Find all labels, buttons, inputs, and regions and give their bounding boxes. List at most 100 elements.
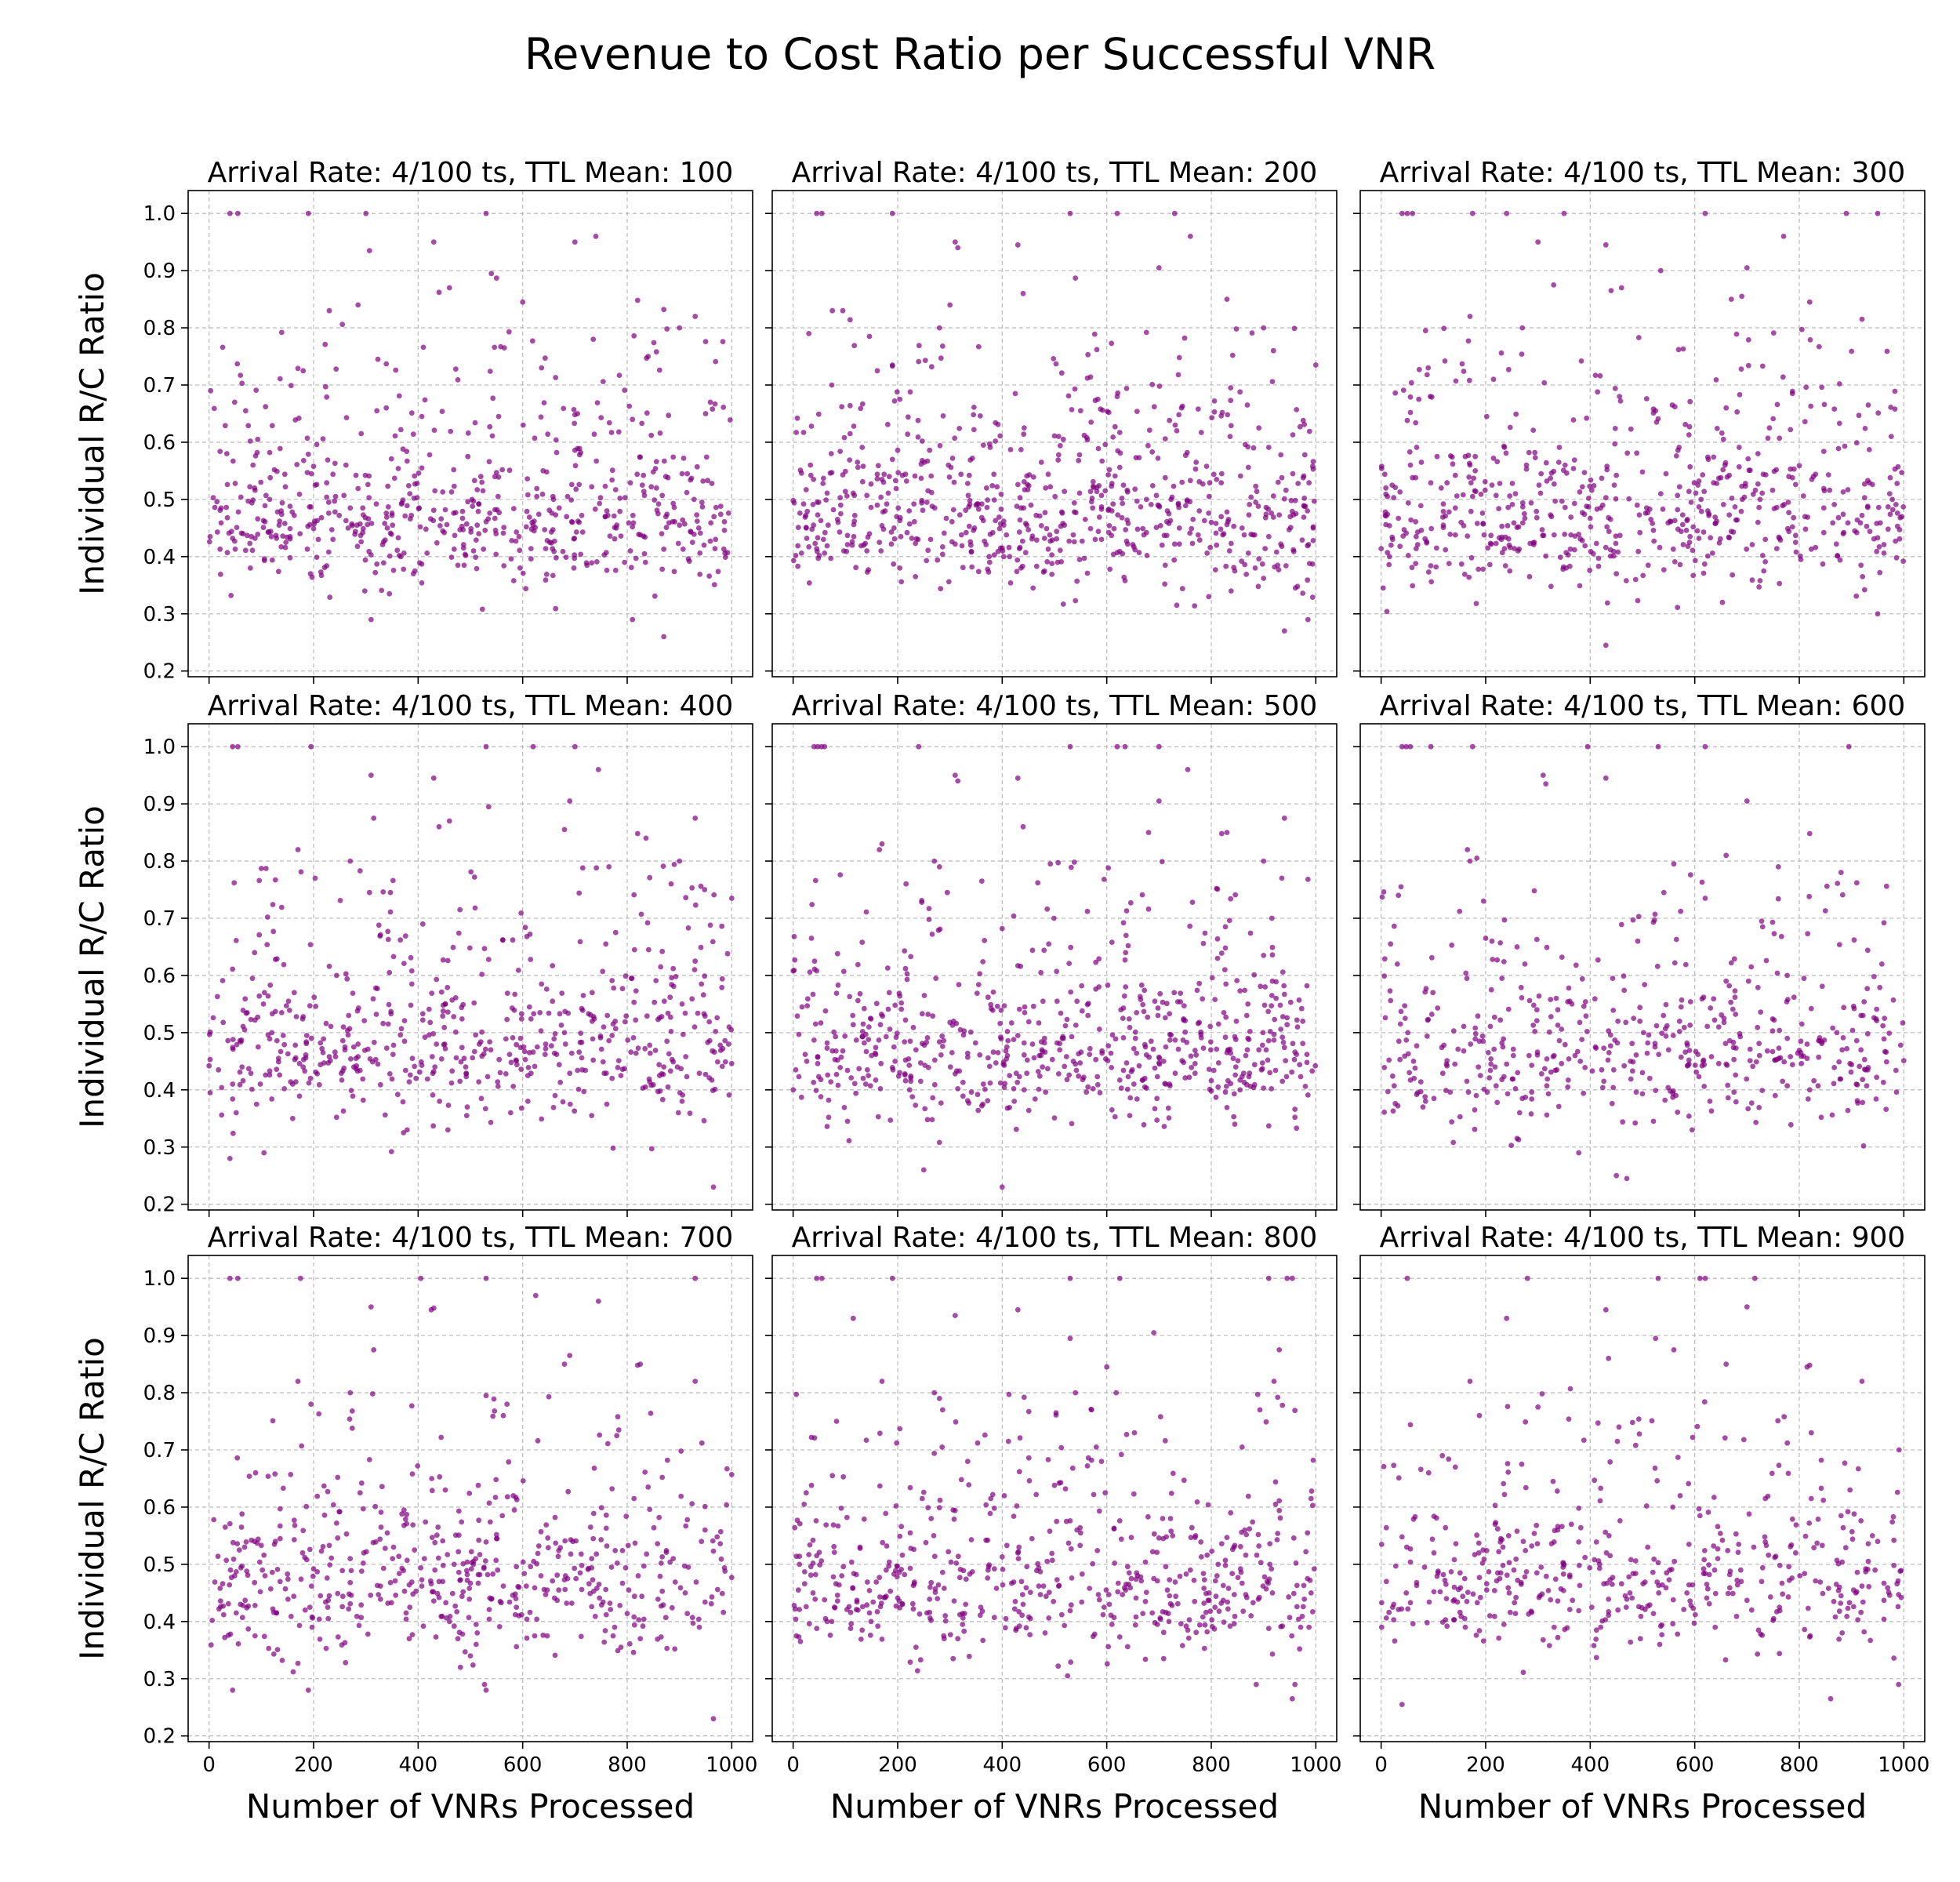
scatter-point	[1083, 1089, 1090, 1095]
scatter-point	[1125, 521, 1131, 526]
scatter-point	[1604, 467, 1610, 473]
scatter-point	[249, 1086, 255, 1092]
scatter-point	[546, 1393, 552, 1400]
scatter-point	[451, 1014, 457, 1019]
scatter-point	[228, 529, 234, 535]
scatter-point	[1079, 1008, 1085, 1014]
scatter-point	[590, 336, 597, 342]
scatter-point	[1589, 1068, 1595, 1074]
scatter-point	[1011, 1099, 1018, 1104]
scatter-point	[279, 500, 285, 506]
scatter-point	[440, 1008, 446, 1014]
scatter-point	[1473, 1092, 1479, 1099]
scatter-point	[250, 462, 256, 468]
scatter-point	[1551, 481, 1557, 487]
scatter-point	[1292, 497, 1298, 503]
scatter-point	[922, 358, 928, 363]
scatter-point	[1035, 1069, 1041, 1074]
scatter-point	[1873, 1096, 1879, 1102]
scatter-point	[1632, 576, 1639, 583]
scatter-point	[379, 1484, 385, 1490]
scatter-point	[894, 1030, 900, 1036]
scatter-point	[1087, 525, 1094, 532]
scatter-point	[1447, 532, 1454, 537]
scatter-point	[855, 997, 861, 1004]
scatter-point	[316, 1616, 322, 1622]
scatter-point	[1077, 1530, 1083, 1536]
scatter-point	[1301, 1597, 1308, 1602]
scatter-point	[540, 468, 546, 474]
scatter-point	[339, 1068, 346, 1074]
scatter-point	[1864, 986, 1871, 992]
scatter-point	[1055, 434, 1062, 439]
scatter-point	[638, 911, 644, 917]
scatter-point	[1731, 956, 1737, 962]
scatter-point	[1422, 1099, 1428, 1104]
scatter-point	[1499, 523, 1505, 529]
scatter-point	[703, 454, 710, 460]
scatter-point	[1504, 1061, 1510, 1067]
scatter-point	[436, 289, 442, 296]
scatter-point	[695, 1010, 701, 1016]
scatter-point	[1087, 489, 1094, 495]
scatter-point	[514, 529, 520, 535]
scatter-point	[1085, 1084, 1091, 1090]
scatter-point	[1726, 534, 1732, 540]
scatter-point	[667, 1014, 673, 1020]
scatter-point	[274, 1567, 281, 1572]
scatter-point	[1301, 496, 1308, 501]
scatter-point	[1621, 987, 1628, 994]
scatter-point	[1650, 406, 1657, 412]
scatter-point	[661, 1064, 667, 1070]
scatter-point	[1497, 940, 1504, 946]
scatter-point	[340, 1024, 347, 1030]
scatter-series	[208, 1275, 735, 1722]
scatter-point	[1095, 529, 1102, 535]
scatter-point	[445, 1103, 452, 1108]
scatter-point	[826, 1114, 832, 1121]
scatter-point	[1507, 568, 1513, 574]
scatter-point	[361, 1550, 367, 1556]
scatter-point	[1613, 496, 1619, 502]
scatter-point	[1245, 1001, 1251, 1007]
scatter-point	[390, 1042, 397, 1048]
scatter-point	[1269, 978, 1276, 984]
scatter-point	[1195, 1020, 1201, 1026]
scatter-point	[1715, 1024, 1722, 1030]
scatter-point	[1140, 525, 1146, 532]
scatter-point	[964, 481, 971, 486]
scatter-point	[1118, 1007, 1124, 1013]
scatter-point	[1675, 526, 1681, 532]
scatter-point	[300, 457, 307, 463]
scatter-point	[1079, 538, 1085, 544]
scatter-point	[1060, 601, 1066, 607]
scatter-point	[1261, 325, 1267, 331]
scatter-point	[1413, 474, 1419, 481]
scatter-point	[1283, 487, 1289, 493]
scatter-point	[1504, 210, 1510, 216]
scatter-point	[1114, 743, 1120, 750]
scatter-point	[714, 1015, 720, 1021]
scatter-point	[1687, 1023, 1693, 1028]
scatter-point	[706, 1019, 713, 1025]
scatter-point	[593, 458, 600, 464]
scatter-point	[503, 1071, 509, 1077]
scatter-point	[581, 1088, 587, 1095]
scatter-point	[1016, 529, 1022, 535]
scatter-point	[1124, 1086, 1131, 1092]
scatter-point	[1054, 1040, 1060, 1046]
scatter-point	[1044, 525, 1050, 532]
scatter-point	[835, 1082, 841, 1088]
scatter-point	[272, 1539, 278, 1545]
scatter-point	[1441, 325, 1447, 332]
scatter-point	[1802, 419, 1808, 425]
scatter-point	[898, 579, 905, 585]
scatter-point	[1247, 502, 1253, 507]
scatter-point	[941, 1586, 947, 1591]
scatter-point	[668, 881, 674, 887]
scatter-point	[1130, 542, 1136, 547]
scatter-point	[245, 1066, 252, 1072]
scatter-point	[350, 990, 356, 996]
scatter-point	[291, 1537, 297, 1542]
scatter-point	[1439, 1045, 1445, 1051]
